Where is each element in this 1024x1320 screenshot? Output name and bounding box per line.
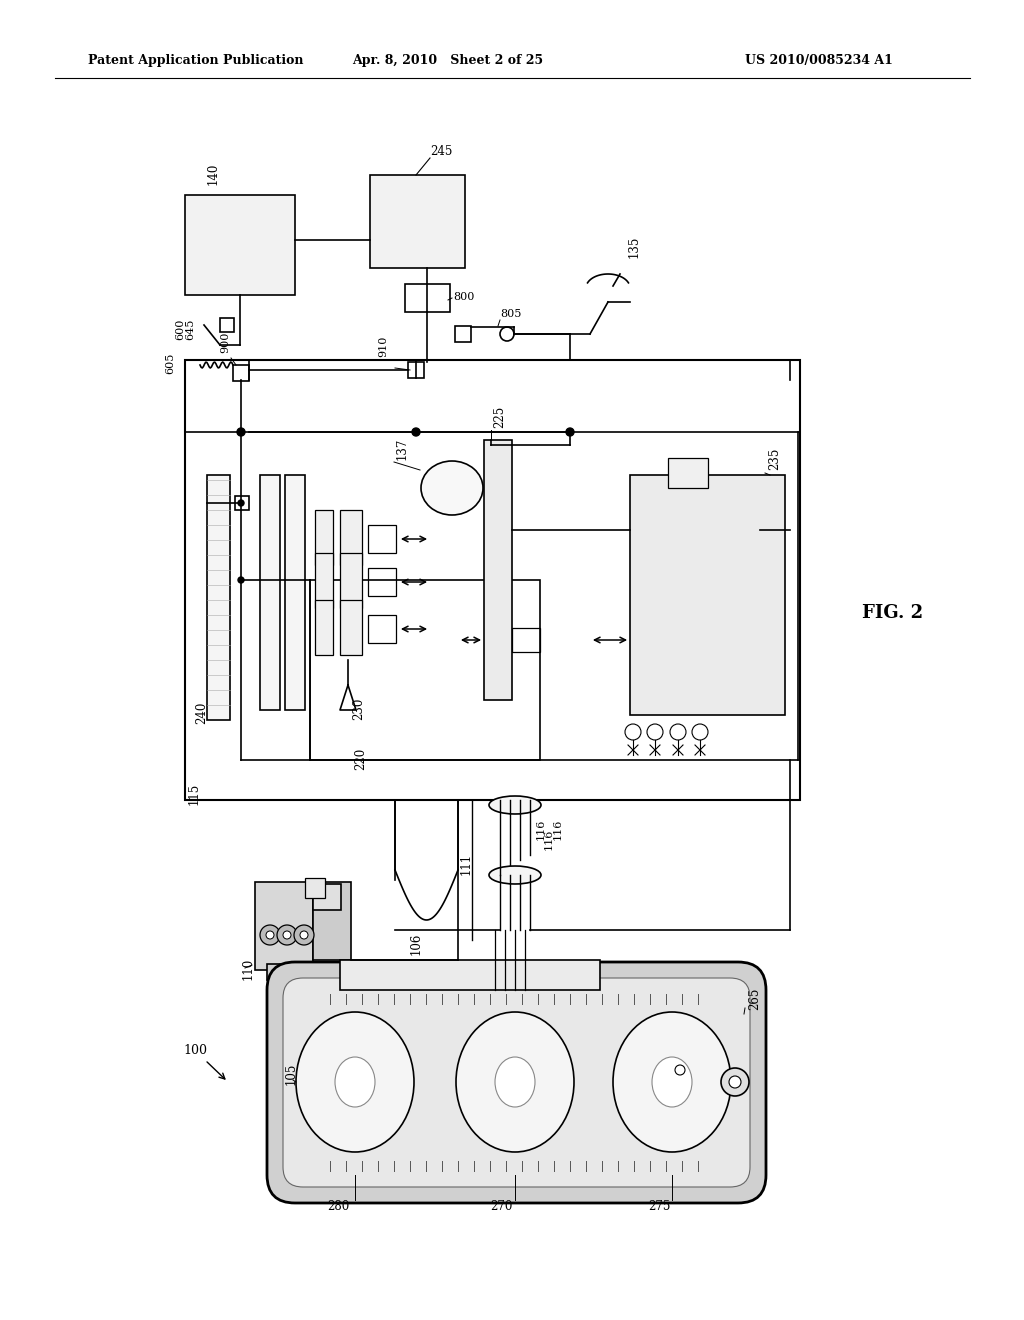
Circle shape xyxy=(278,925,297,945)
Circle shape xyxy=(300,931,308,939)
Bar xyxy=(408,362,424,378)
Text: 910: 910 xyxy=(378,335,388,356)
Bar xyxy=(484,440,512,700)
Text: 645: 645 xyxy=(185,318,195,341)
Text: 115: 115 xyxy=(188,783,201,805)
Text: Patent Application Publication: Patent Application Publication xyxy=(88,54,303,67)
Bar xyxy=(267,964,337,979)
Text: 230: 230 xyxy=(352,698,365,719)
Text: 106: 106 xyxy=(410,933,423,954)
Text: 105: 105 xyxy=(285,1063,298,1085)
Text: 116: 116 xyxy=(544,829,554,850)
Circle shape xyxy=(283,931,291,939)
Text: 805: 805 xyxy=(500,309,521,319)
Bar xyxy=(233,366,249,381)
Bar xyxy=(340,553,362,609)
Text: Apr. 8, 2010   Sheet 2 of 25: Apr. 8, 2010 Sheet 2 of 25 xyxy=(352,54,543,67)
Text: FIG. 2: FIG. 2 xyxy=(862,605,923,622)
Circle shape xyxy=(238,500,244,506)
Bar xyxy=(234,496,249,510)
Text: 280: 280 xyxy=(327,1200,349,1213)
Text: 135: 135 xyxy=(628,236,641,257)
Text: 220: 220 xyxy=(354,747,367,770)
Bar xyxy=(340,601,362,655)
Text: 111: 111 xyxy=(460,853,473,875)
Text: 100: 100 xyxy=(183,1044,207,1057)
FancyBboxPatch shape xyxy=(283,978,750,1187)
Text: 110: 110 xyxy=(242,958,255,979)
Text: US 2010/0085234 A1: US 2010/0085234 A1 xyxy=(745,54,893,67)
Circle shape xyxy=(675,1065,685,1074)
Text: 245: 245 xyxy=(430,145,453,158)
Bar xyxy=(340,510,362,565)
Bar xyxy=(315,553,333,609)
Text: 605: 605 xyxy=(165,352,175,374)
Bar xyxy=(370,176,465,268)
Text: 140: 140 xyxy=(207,162,220,185)
Bar xyxy=(630,475,785,715)
Bar xyxy=(285,475,305,710)
Bar xyxy=(406,284,450,312)
Text: 265: 265 xyxy=(748,987,761,1010)
Bar xyxy=(315,510,333,565)
Text: 225: 225 xyxy=(493,405,506,428)
Ellipse shape xyxy=(456,1012,574,1152)
Bar xyxy=(340,960,600,990)
Text: 240: 240 xyxy=(195,702,208,723)
Circle shape xyxy=(238,577,244,583)
Bar xyxy=(668,458,708,488)
Bar xyxy=(260,475,280,710)
Ellipse shape xyxy=(296,1012,414,1152)
Bar xyxy=(310,579,540,760)
Bar xyxy=(220,318,234,333)
Bar xyxy=(185,360,800,800)
Ellipse shape xyxy=(489,796,541,814)
Circle shape xyxy=(294,925,314,945)
Circle shape xyxy=(729,1076,741,1088)
Ellipse shape xyxy=(489,866,541,884)
Bar xyxy=(305,878,325,898)
Bar xyxy=(368,615,396,643)
Text: 270: 270 xyxy=(490,1200,512,1213)
Bar xyxy=(255,882,313,970)
Text: 116: 116 xyxy=(553,818,563,840)
Bar xyxy=(315,601,333,655)
Text: 275: 275 xyxy=(648,1200,671,1213)
Circle shape xyxy=(721,1068,749,1096)
Bar xyxy=(313,884,341,909)
Bar xyxy=(368,525,396,553)
Ellipse shape xyxy=(335,1057,375,1107)
Ellipse shape xyxy=(652,1057,692,1107)
Text: 235: 235 xyxy=(768,447,781,470)
Bar xyxy=(455,326,471,342)
Ellipse shape xyxy=(421,461,483,515)
Bar xyxy=(185,195,295,294)
Text: 116: 116 xyxy=(536,818,546,840)
Circle shape xyxy=(237,428,245,436)
Bar xyxy=(313,882,351,960)
Text: 600: 600 xyxy=(175,318,185,341)
FancyBboxPatch shape xyxy=(267,962,766,1203)
Circle shape xyxy=(500,327,514,341)
Bar xyxy=(368,568,396,597)
Text: 137: 137 xyxy=(396,438,409,459)
Ellipse shape xyxy=(613,1012,731,1152)
Circle shape xyxy=(266,931,274,939)
Circle shape xyxy=(412,428,420,436)
Text: 800: 800 xyxy=(453,292,474,302)
Ellipse shape xyxy=(495,1057,535,1107)
Circle shape xyxy=(566,428,574,436)
Bar xyxy=(207,475,230,719)
Text: 900: 900 xyxy=(220,331,230,352)
Circle shape xyxy=(260,925,280,945)
Bar xyxy=(512,628,540,652)
